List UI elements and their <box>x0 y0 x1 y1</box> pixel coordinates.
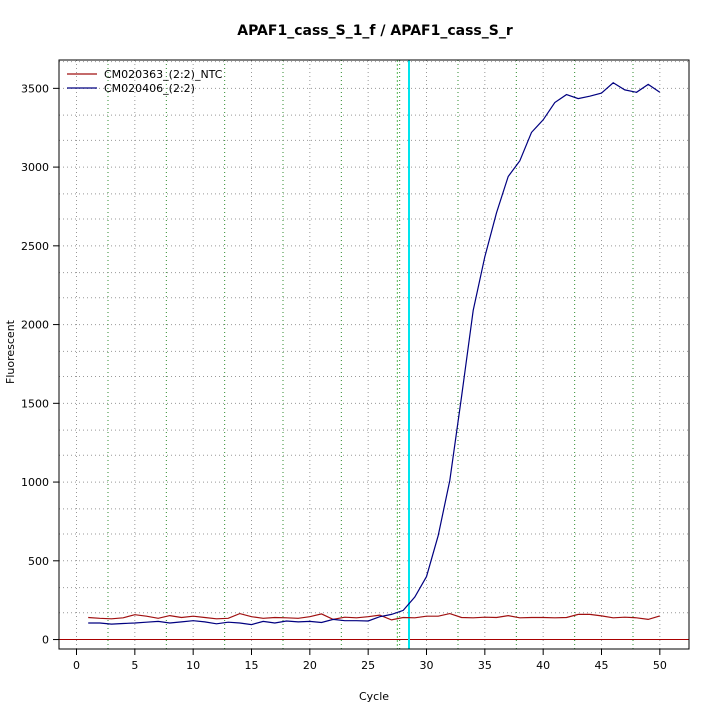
y-tick-label: 2500 <box>21 240 49 253</box>
y-tick-label: 1000 <box>21 476 49 489</box>
y-tick-label: 2000 <box>21 319 49 332</box>
series-line-2 <box>88 82 661 626</box>
y-tick-label: 500 <box>28 555 49 568</box>
y-tick-label: 0 <box>42 634 49 647</box>
x-tick-label: 5 <box>131 659 138 672</box>
x-tick-label: 40 <box>536 659 550 672</box>
y-tick-label: 3500 <box>21 82 49 95</box>
y-tick-label: 1500 <box>21 397 49 410</box>
plot-frame <box>58 59 690 650</box>
legend-label-2: CM020406_(2:2) <box>104 82 195 95</box>
x-axis-label: Cycle <box>359 690 389 703</box>
y-tick-label: 3000 <box>21 161 49 174</box>
x-tick-label: 45 <box>595 659 609 672</box>
plot-area: 0 5 10 15 20 25 30 35 40 45 5005001000150020002500… <box>21 59 690 672</box>
x-tick-label: 50 <box>653 659 667 672</box>
x-tick-label: 30 <box>420 659 434 672</box>
x-tick-label: 35 <box>478 659 492 672</box>
x-tick-label: 20 <box>303 659 317 672</box>
x-tick-label: 0 <box>73 659 80 672</box>
chart-title: APAF1_cass_S_1_f / APAF1_cass_S_r <box>237 23 513 39</box>
x-tick-label: 10 <box>186 659 200 672</box>
series-line-1 <box>88 612 660 621</box>
y-axis-label: Fluorescent <box>4 319 17 384</box>
x-tick-label: 15 <box>245 659 259 672</box>
legend-label-1: CM020363_(2:2)_NTC <box>104 68 223 81</box>
x-tick-label: 25 <box>361 659 375 672</box>
